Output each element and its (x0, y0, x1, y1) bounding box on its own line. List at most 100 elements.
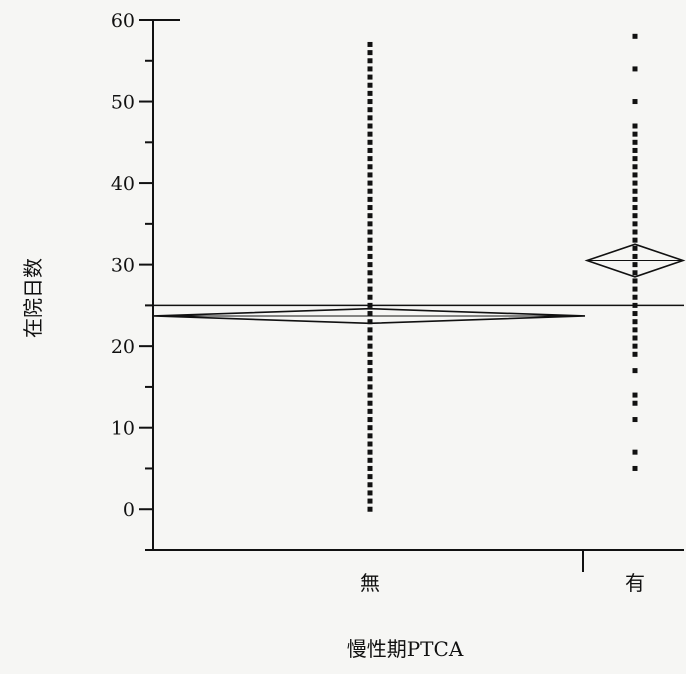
data-point (367, 41, 373, 47)
data-point (367, 506, 373, 512)
data-point (367, 237, 373, 243)
x-category-label: 有 (625, 571, 645, 595)
data-point (632, 205, 638, 211)
data-point (632, 221, 638, 227)
data-point (632, 180, 638, 186)
data-point (367, 262, 373, 268)
data-point (632, 302, 638, 308)
data-point (367, 335, 373, 341)
data-point (367, 433, 373, 439)
data-point (632, 262, 638, 268)
data-point (367, 417, 373, 423)
data-point (367, 302, 373, 308)
data-point (367, 50, 373, 56)
data-point (367, 286, 373, 292)
data-point (632, 465, 638, 471)
data-point (367, 172, 373, 178)
data-point (367, 376, 373, 382)
data-point (367, 474, 373, 480)
data-point (367, 490, 373, 496)
data-point (367, 66, 373, 72)
data-point (367, 164, 373, 170)
data-point (632, 213, 638, 219)
data-point (632, 196, 638, 202)
data-point (632, 99, 638, 105)
data-point (367, 123, 373, 129)
data-point (367, 457, 373, 463)
data-point (367, 425, 373, 431)
data-point (632, 156, 638, 162)
data-point (367, 384, 373, 390)
data-point (632, 131, 638, 137)
data-point (367, 131, 373, 137)
data-point (367, 205, 373, 211)
data-point (367, 294, 373, 300)
data-point (632, 368, 638, 374)
data-point (632, 286, 638, 292)
data-point (632, 253, 638, 259)
data-point (632, 66, 638, 72)
data-point (367, 99, 373, 105)
data-point (632, 343, 638, 349)
data-point (367, 319, 373, 325)
data-point (367, 74, 373, 80)
x-axis-title: 慢性期PTCA (347, 637, 464, 661)
y-tick-label: 0 (123, 499, 135, 521)
data-point (367, 156, 373, 162)
data-point (632, 139, 638, 145)
data-point (367, 213, 373, 219)
data-point (367, 221, 373, 227)
data-point (367, 107, 373, 113)
data-point (632, 270, 638, 276)
data-point (632, 351, 638, 357)
data-point (367, 408, 373, 414)
data-point (367, 368, 373, 374)
data-point (367, 351, 373, 357)
y-tick-label: 50 (111, 92, 135, 114)
data-point (632, 278, 638, 284)
data-point (367, 180, 373, 186)
data-point (632, 311, 638, 317)
data-point (367, 400, 373, 406)
data-point (367, 343, 373, 349)
data-point (367, 90, 373, 96)
data-point (367, 441, 373, 447)
data-point (367, 139, 373, 145)
y-axis-title: 在院日数 (21, 258, 45, 338)
data-point (367, 270, 373, 276)
data-point (367, 147, 373, 153)
data-point (632, 123, 638, 129)
data-point (632, 294, 638, 300)
y-tick-label: 30 (111, 255, 135, 277)
data-point (367, 188, 373, 194)
data-point (367, 278, 373, 284)
data-point (632, 335, 638, 341)
y-tick-label: 60 (111, 10, 135, 32)
x-category-label: 無 (360, 571, 380, 595)
data-point (632, 33, 638, 39)
data-point (367, 229, 373, 235)
data-point (367, 482, 373, 488)
data-point (367, 245, 373, 251)
data-point (632, 147, 638, 153)
data-point (632, 319, 638, 325)
data-point (632, 229, 638, 235)
data-point (632, 449, 638, 455)
data-point (632, 245, 638, 251)
data-point (367, 392, 373, 398)
y-tick-label: 20 (111, 336, 135, 358)
data-point (367, 465, 373, 471)
data-point (632, 417, 638, 423)
data-point (367, 82, 373, 88)
data-point (367, 58, 373, 64)
y-tick-label: 40 (111, 173, 135, 195)
data-point (367, 327, 373, 333)
data-point (367, 498, 373, 504)
data-point (632, 172, 638, 178)
data-point (632, 400, 638, 406)
data-point (632, 392, 638, 398)
data-point (367, 196, 373, 202)
data-point (367, 115, 373, 121)
